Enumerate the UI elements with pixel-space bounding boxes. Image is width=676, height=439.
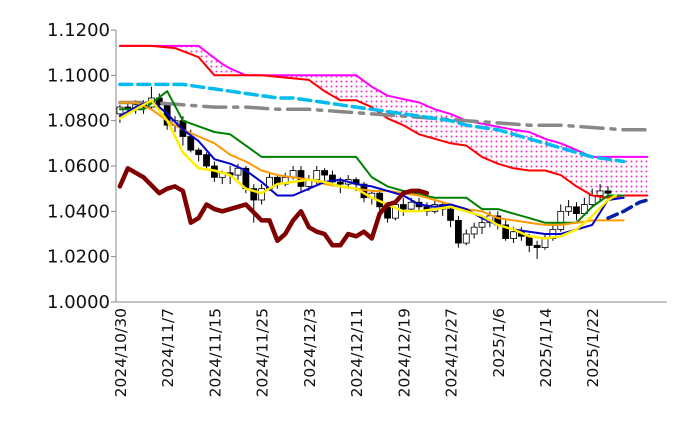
candle-down <box>203 154 210 167</box>
x-tick-label: 2024/11/25 <box>254 308 272 397</box>
indicator-lines <box>117 44 650 248</box>
y-tick-label: 1.1200 <box>47 20 110 41</box>
x-tick-label: 2024/12/3 <box>301 308 319 387</box>
candle-down <box>195 149 203 156</box>
candle-up <box>478 222 486 228</box>
candle-up <box>234 167 242 176</box>
candle-down <box>455 219 462 244</box>
series-ma-short <box>118 99 618 240</box>
y-tick-labels: 1.0000 1.0200 1.0400 1.0600 1.0800 1.1000 1.12… <box>47 20 110 313</box>
series-ma-200 <box>118 100 650 132</box>
candle-up <box>565 206 572 212</box>
x-tick-label: 2024/11/15 <box>206 308 224 397</box>
candle-up <box>541 238 549 249</box>
candle-up <box>313 170 321 181</box>
y-tick-label: 1.0800 <box>47 111 110 132</box>
cloud-bearish-region <box>263 75 648 198</box>
candle-down <box>321 170 328 176</box>
series-ma-mid <box>118 101 625 226</box>
candle-down <box>502 224 510 239</box>
candle-up <box>557 210 565 230</box>
x-tick-label: 2024/11/7 <box>159 308 177 387</box>
candle-down <box>447 208 454 221</box>
candle-down <box>187 136 195 151</box>
y-tick-label: 1.0600 <box>47 156 110 177</box>
series-kijun-sen <box>118 90 625 224</box>
candle-up <box>407 201 415 210</box>
x-tick-labels: 2024/10/30 2024/11/7 2024/11/15 2024/11/25 2… <box>112 308 602 397</box>
y-tick-label: 1.0400 <box>47 201 110 222</box>
candle-up <box>510 231 517 239</box>
y-tick-label: 1.1000 <box>47 65 110 86</box>
candle-up <box>596 190 604 196</box>
series-ma-long <box>118 82 626 164</box>
candle-down <box>604 190 612 194</box>
x-tick-label: 2024/10/30 <box>112 308 130 397</box>
candle-down <box>573 206 580 215</box>
cloud-bearish-region <box>153 45 244 76</box>
candle-up <box>116 106 124 115</box>
x-tick-label: 2025/1/6 <box>490 308 508 378</box>
series-ma-tail <box>606 198 650 220</box>
candle-up <box>470 226 478 235</box>
series-senkou-span-b <box>118 44 649 158</box>
candle-down <box>336 181 344 185</box>
x-tick-label: 2024/12/11 <box>348 308 366 397</box>
series-senkou-span-a <box>118 44 649 199</box>
candle-down <box>533 244 541 248</box>
x-tick-label: 2025/1/22 <box>584 308 602 387</box>
series-chikou-span <box>117 166 430 248</box>
series-tenkan-sen <box>118 99 625 235</box>
candle-down <box>250 188 258 201</box>
y-tick-label: 1.0000 <box>47 292 110 313</box>
candle-down <box>399 204 407 210</box>
axes <box>111 29 667 303</box>
candle-down <box>329 174 336 183</box>
x-tick-label: 2024/12/27 <box>443 308 461 397</box>
y-tick-label: 1.0200 <box>47 247 110 268</box>
ichimoku-cloud <box>153 45 648 198</box>
x-tick-label: 2024/12/19 <box>395 308 413 397</box>
candle-up <box>462 233 470 244</box>
x-tick-label: 2025/1/14 <box>537 308 555 387</box>
candle-up <box>588 195 596 205</box>
